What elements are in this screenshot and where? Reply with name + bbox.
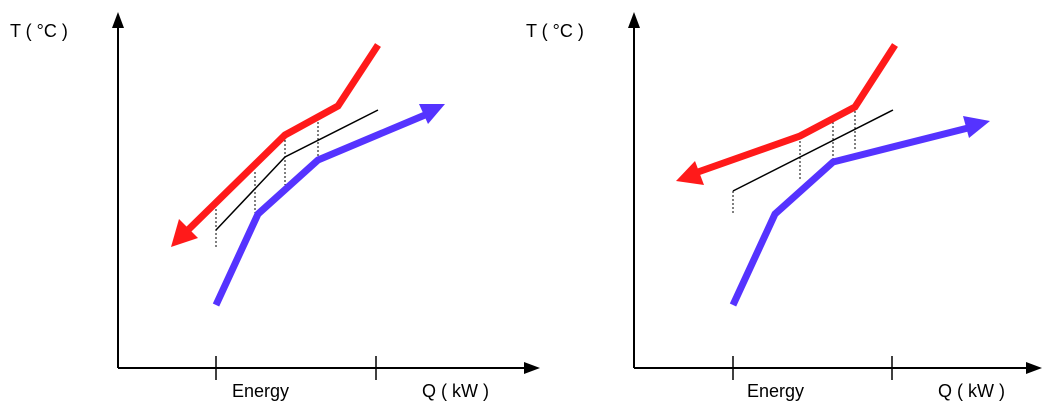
left-y-axis-label: T ( °C ) <box>10 21 68 41</box>
left-energy-label: Energy <box>232 381 289 401</box>
right-energy-label: Energy <box>747 381 804 401</box>
right-hot-stream-arrowhead <box>676 161 704 185</box>
left-panel: T ( °C ) Q ( kW ) Energy <box>10 12 540 401</box>
left-x-axis-arrowhead <box>524 362 540 374</box>
left-hot-stream-curve <box>185 43 381 233</box>
left-hot-stream-arrowhead <box>171 219 198 247</box>
right-hot-stream-curve <box>696 43 898 176</box>
right-guide-line <box>732 109 894 192</box>
left-cold-stream-arrowhead <box>419 104 445 124</box>
left-cold-stream-curve <box>212 111 427 307</box>
right-x-axis-label: Q ( kW ) <box>938 381 1005 401</box>
right-cold-stream-arrowhead <box>963 116 990 138</box>
left-x-axis-label: Q ( kW ) <box>422 381 489 401</box>
right-cold-stream-curve <box>729 124 969 307</box>
left-y-axis-arrowhead <box>112 12 124 28</box>
right-y-axis-arrowhead <box>628 12 640 28</box>
right-x-axis-arrowhead <box>1026 362 1042 374</box>
right-y-axis-label: T ( °C ) <box>526 21 584 41</box>
right-panel: T ( °C ) Q ( kW ) Energy <box>526 12 1042 401</box>
